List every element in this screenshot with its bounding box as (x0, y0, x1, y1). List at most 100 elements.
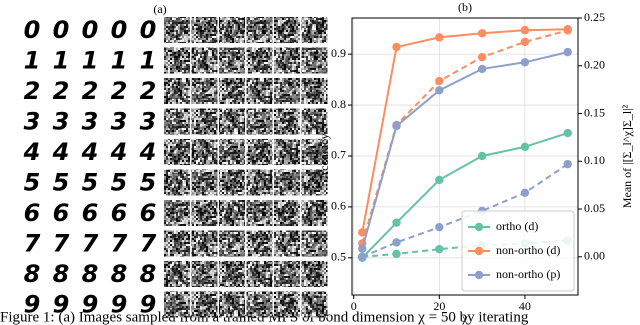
digit-sample: 0 (82, 16, 99, 44)
series-line (361, 163, 569, 258)
noise-sample (219, 17, 245, 43)
digit-noisy: 5 (251, 169, 268, 197)
point (563, 159, 572, 169)
point (358, 244, 367, 253)
point (435, 244, 444, 254)
noise-sample (246, 108, 273, 135)
noise-sample (164, 47, 190, 74)
noise-sample (274, 261, 300, 287)
noise-sample (164, 291, 190, 318)
point (563, 47, 572, 57)
digit-noisy: 5 (196, 169, 213, 197)
noise-sample (164, 200, 190, 226)
noise-sample (191, 291, 218, 318)
digit-noisy: 4 (223, 138, 241, 166)
digit-noisy: 7 (224, 230, 241, 258)
digit-sample: 3 (111, 108, 128, 136)
y2-tick-label: 0.25 (584, 10, 605, 24)
point (358, 228, 367, 237)
digit-sample: 9 (140, 291, 157, 319)
digit-sample: 6 (24, 199, 41, 227)
noise-sample (301, 47, 328, 74)
digit-noisy: 3 (251, 108, 268, 136)
point (435, 33, 444, 42)
digit-noisy: 0 (224, 16, 241, 44)
point (477, 151, 487, 161)
noise-sample (246, 261, 273, 287)
digit-noisy: 4 (250, 138, 268, 166)
digit-sample: 5 (24, 169, 41, 197)
digit-noisy: 8 (196, 260, 213, 288)
digit-noisy: 0 (306, 16, 323, 44)
noise-sample (246, 200, 273, 226)
digit-noisy: 6 (196, 199, 213, 227)
plot-frame (351, 17, 579, 296)
noise-sample (274, 200, 300, 226)
noise-sample (191, 261, 218, 287)
digit-sample: 5 (82, 169, 99, 197)
point (520, 188, 530, 197)
digit-sample: 5 (111, 169, 128, 197)
legend-marker (474, 246, 484, 256)
digit-noisy: 7 (279, 230, 296, 258)
digit-noisy: 9 (251, 291, 268, 319)
digit-noisy: 8 (169, 260, 186, 288)
noise-sample (246, 169, 273, 196)
digit-noisy: 4 (278, 138, 296, 166)
noise-sample (301, 230, 328, 257)
digit-sample: 5 (53, 169, 70, 197)
point (563, 128, 572, 138)
digit-noisy: 1 (279, 47, 296, 75)
digit-noisy: 2 (251, 77, 268, 105)
noise-sample (274, 139, 300, 165)
chart-title: (b) (458, 0, 472, 14)
digit-noisy: 8 (306, 260, 323, 288)
digit-sample: 9 (24, 291, 41, 319)
point (392, 249, 401, 259)
digit-sample: 3 (53, 108, 70, 136)
y-axis-label: Accuracy (317, 134, 331, 180)
point (520, 26, 530, 35)
noise-sample (191, 78, 218, 104)
point (435, 76, 444, 86)
noise-sample (164, 261, 190, 287)
point (563, 26, 572, 35)
noise-sample (191, 47, 218, 74)
digit-noisy: 1 (251, 47, 268, 75)
point (358, 252, 367, 261)
digit-noisy: 9 (196, 291, 213, 319)
digit-sample: 7 (140, 230, 157, 258)
point (392, 218, 401, 227)
noise-sample (274, 169, 300, 196)
digit-noisy: 9 (279, 291, 296, 319)
noise-sample (164, 139, 190, 165)
noise-sample (246, 230, 273, 257)
digit-sample: 3 (82, 108, 99, 136)
point (435, 175, 444, 185)
digit-noisy: 6 (251, 199, 268, 227)
noise-sample (246, 139, 273, 165)
digit-noisy: 2 (196, 77, 213, 105)
digit-sample: 2 (111, 77, 128, 105)
point (392, 121, 401, 131)
series-line (361, 132, 569, 259)
legend-label: ortho (d) (496, 219, 538, 233)
noise-sample (274, 230, 300, 257)
noise-sample (191, 169, 218, 196)
digit-sample: 1 (53, 47, 70, 75)
digit-sample: 2 (53, 77, 70, 105)
noise-sample (219, 261, 245, 287)
digit-noisy: 6 (169, 199, 186, 227)
legend-marker (474, 222, 484, 232)
digit-noisy: 6 (224, 199, 241, 227)
legend-marker (474, 270, 484, 280)
x-tick-label: 20 (433, 299, 445, 313)
noise-sample (164, 108, 190, 135)
noise-sample (219, 291, 245, 318)
noise-sample (246, 17, 273, 43)
digit-sample: 9 (111, 291, 128, 319)
digit-sample: 2 (24, 77, 41, 105)
digit-noisy: 1 (224, 47, 241, 75)
y2-tick-label: 0.00 (584, 249, 605, 263)
